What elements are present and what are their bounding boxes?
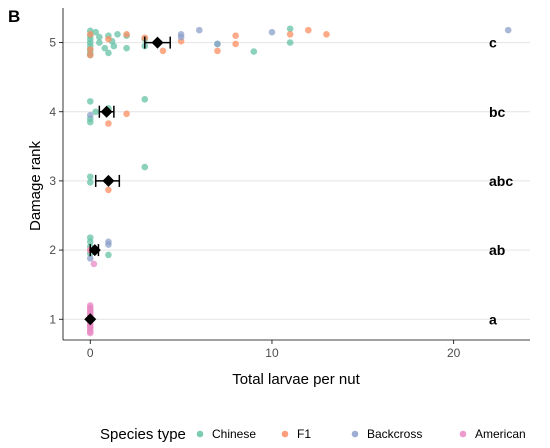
letter-4: bc [489,104,506,120]
letter-3: abc [489,173,513,189]
y-axis-label: Damage rank [27,140,44,231]
point-chinese-38 [105,251,112,259]
point-chinese-24 [286,39,294,46]
point-f1-10 [232,32,239,39]
point-f1-16 [105,186,112,194]
mean-diamond-4 [100,105,113,118]
y-axis-ticks: 1 2 3 4 5 [49,36,63,326]
point-american-18 [86,329,94,337]
legend-title: Species type [100,426,186,443]
mean-diamond-5 [151,36,164,49]
point-f1-0 [86,30,94,38]
point-backcross-1 [177,33,185,41]
legend-label-backcross: Backcross [367,427,422,441]
legend-key-chinese [196,430,204,438]
legend-key-backcross [351,430,359,438]
mean-diamond-1 [84,313,97,326]
gridlines [62,8,530,341]
mean-diamond-2 [88,244,101,257]
y-tick-label-1: 1 [49,312,56,326]
point-f1-8 [214,47,221,55]
point-f1-11 [286,30,294,38]
point-chinese-33 [141,163,149,171]
point-f1-2 [86,51,94,59]
point-backcross-6 [86,111,94,119]
point-chinese-18 [123,44,130,52]
point-chinese-16 [114,30,121,38]
point-chinese-11 [101,44,109,52]
legend-label-american: American [475,427,526,441]
legend-label-chinese: Chinese [212,427,256,441]
point-chinese-35 [86,238,94,246]
x-tick-label-20: 20 [447,346,461,360]
point-f1-1 [86,46,94,53]
letter-2: ab [489,242,505,258]
point-chinese-28 [92,108,100,116]
point-chinese-27 [86,118,94,126]
point-chinese-32 [86,179,94,186]
letter-1: a [489,311,497,327]
legend-label-f1: F1 [297,427,311,441]
y-tick-label-5: 5 [49,36,56,50]
point-f1-15 [123,110,130,118]
panel-label: B [8,7,20,26]
point-f1-3 [105,35,112,43]
point-chinese-10 [96,39,103,46]
x-axis-label: Total larvae per nut [232,371,360,388]
y-tick-label-2: 2 [49,243,56,257]
letter-5: c [489,35,497,51]
point-american-1 [90,260,98,268]
point-f1-12 [305,26,312,34]
point-backcross-2 [195,26,203,34]
point-backcross-8 [105,241,112,248]
significance-letters: c bc abc ab a [489,35,513,328]
mean-markers [84,36,171,326]
legend-key-american [459,430,467,438]
point-backcross-9 [86,255,94,262]
mean-diamond-3 [102,174,115,187]
x-tick-label-0: 0 [87,346,94,360]
point-f1-13 [323,30,330,38]
point-chinese-25 [86,98,94,105]
point-f1-9 [232,40,239,48]
y-tick-label-4: 4 [49,105,56,119]
point-chinese-9 [96,33,103,41]
x-tick-label-10: 10 [265,346,279,360]
point-chinese-23 [286,25,294,33]
point-f1-6 [159,47,167,55]
point-f1-4 [123,30,130,38]
legend: Species type Chinese F1 Backcross American [100,426,526,443]
point-chinese-22 [250,48,258,55]
point-backcross-4 [268,28,276,36]
point-chinese-12 [105,49,112,57]
legend-key-f1 [281,430,289,438]
point-chinese-30 [141,96,149,103]
point-chinese-8 [92,28,100,36]
point-chinese-31 [86,173,94,181]
y-tick-label-3: 3 [49,174,56,188]
x-axis-ticks: 0 10 20 [87,340,461,360]
point-backcross-3 [214,40,221,48]
point-chinese-15 [110,42,118,50]
point-f1-14 [105,120,112,127]
point-backcross-5 [504,26,512,34]
